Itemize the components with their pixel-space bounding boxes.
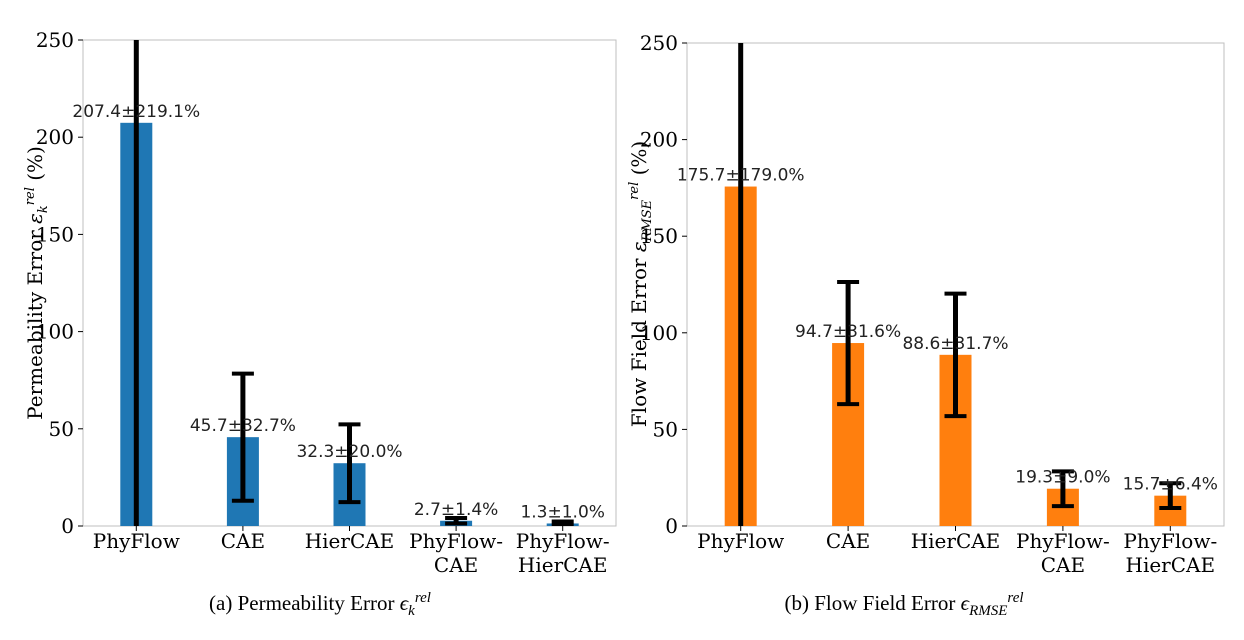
data-label: 207.4±219.1%: [72, 102, 200, 122]
x-tick-label: CAE: [1041, 553, 1085, 577]
x-tick-label: CAE: [826, 529, 870, 553]
y-tick-label: 100: [36, 320, 74, 344]
y-axis-label-symbol: ε: [23, 213, 47, 224]
x-tick-label: PhyFlow-: [516, 529, 610, 553]
y-axis-label: Flow Field Error εRMSErel (%): [627, 141, 655, 427]
y-tick-label: 250: [640, 31, 678, 55]
y-axis-label-unit: (%): [23, 146, 47, 187]
y-tick-label: 150: [36, 222, 74, 246]
caption-b-symbol: ϵ: [960, 591, 970, 615]
y-tick-label: 50: [49, 417, 74, 441]
caption-b-sup: rel: [1007, 590, 1024, 606]
data-label: 1.3±1.0%: [520, 502, 604, 522]
y-tick-label: 150: [640, 224, 678, 248]
caption-a-symbol: ϵ: [399, 591, 409, 615]
x-tick-label: PhyFlow-: [1123, 529, 1217, 553]
data-label: 94.7±31.6%: [795, 322, 901, 342]
data-label: 88.6±31.7%: [902, 334, 1008, 354]
y-axis-label-unit: (%): [627, 141, 651, 182]
y-axis-label-sup: rel: [627, 182, 642, 200]
y-tick-label: 0: [665, 514, 678, 538]
y-axis-label-sub: k: [36, 205, 51, 213]
plot-area: [120, 40, 579, 526]
data-label: 45.7±32.7%: [190, 416, 296, 436]
y-tick-label: 250: [36, 28, 74, 52]
y-tick-label: 200: [640, 128, 678, 152]
x-tick-label: HierCAE: [1126, 553, 1216, 577]
data-label: 19.3±9.0%: [1015, 468, 1110, 488]
caption-b-prefix: (b) Flow Field Error: [784, 591, 956, 615]
y-axis-label: Permeability Error εkrel (%): [23, 146, 51, 420]
y-tick-label: 200: [36, 125, 74, 149]
data-label: 175.7±179.0%: [677, 166, 805, 186]
x-tick-label: HierCAE: [911, 529, 1001, 553]
x-tick-label: PhyFlow-: [409, 529, 503, 553]
chart-flow-field-error: 0 50 100 150 200 250 175.7±179.0% PhyFlow 94.7±3…: [627, 31, 1225, 577]
data-label: 32.3±20.0%: [296, 442, 402, 462]
plot-area: [724, 43, 1187, 526]
caption-a: (a) Permeability Error ϵkrel: [40, 590, 600, 620]
data-label: 2.7±1.4%: [414, 500, 498, 520]
caption-a-sub: k: [408, 603, 415, 620]
caption-a-sup: rel: [414, 590, 431, 606]
caption-b-sub: RMSE: [969, 603, 1008, 620]
y-axis-label-sub: RMSE: [640, 199, 655, 242]
x-tick-label: CAE: [221, 529, 265, 553]
y-axis-label-text: Flow Field Error: [627, 252, 651, 427]
y-tick-label: 0: [61, 514, 74, 538]
data-label: 15.7±6.4%: [1123, 475, 1218, 495]
x-tick-label: PhyFlow: [697, 529, 784, 553]
x-tick-label: HierCAE: [518, 553, 608, 577]
caption-a-prefix: (a) Permeability Error: [209, 591, 395, 615]
x-tick-label: CAE: [434, 553, 478, 577]
x-tick-label: PhyFlow: [93, 529, 180, 553]
y-tick-label: 100: [640, 321, 678, 345]
x-tick-label: PhyFlow-: [1016, 529, 1110, 553]
x-tick-label: HierCAE: [305, 529, 395, 553]
caption-b: (b) Flow Field Error ϵRMSErel: [624, 590, 1184, 620]
y-axis-label-sup: rel: [23, 187, 38, 205]
y-axis-label-symbol: ε: [627, 241, 651, 252]
chart-permeability-error: 0 50 100 150 200 250 207.4±219.1% PhyFlow 45.7±3…: [23, 28, 617, 577]
y-axis-label-text: Permeability Error: [23, 224, 47, 420]
y-tick-label: 50: [653, 417, 678, 441]
